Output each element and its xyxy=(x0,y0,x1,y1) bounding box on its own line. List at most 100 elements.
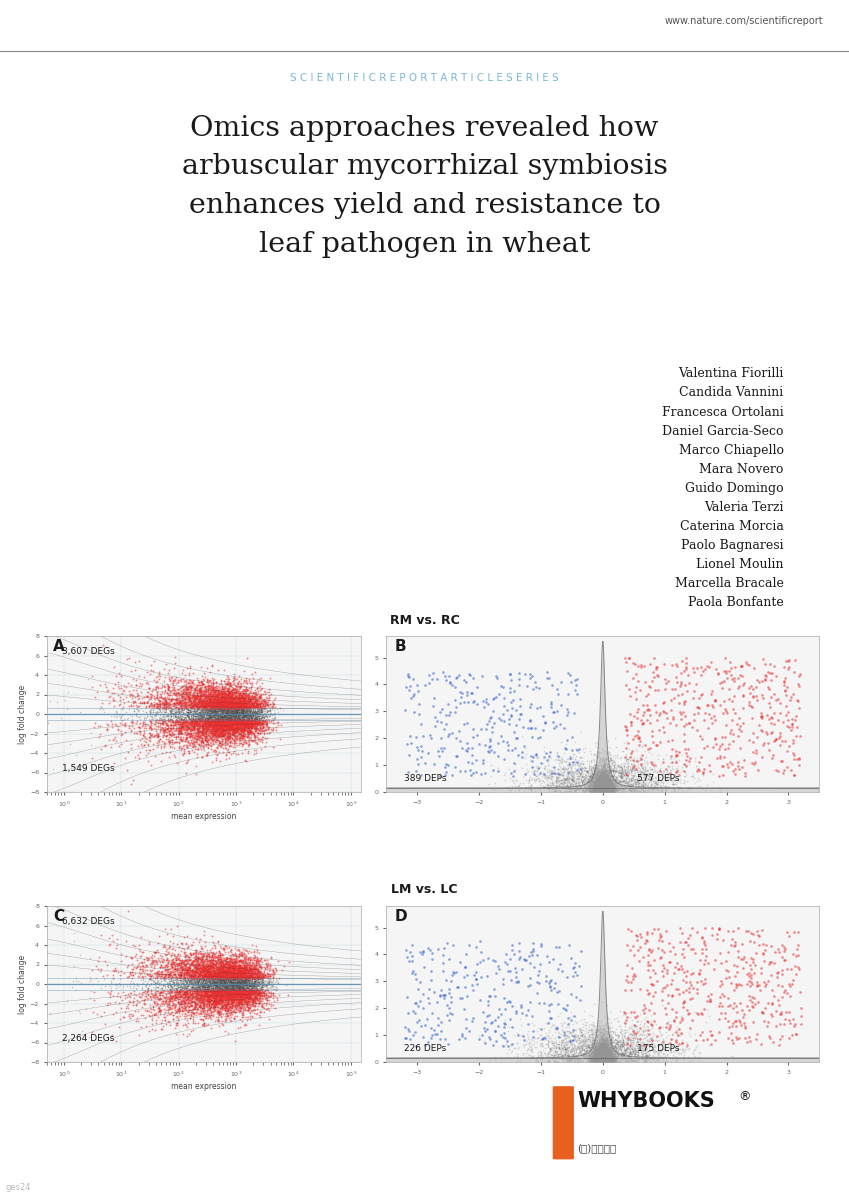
Point xyxy=(238,685,251,704)
Point xyxy=(240,986,254,1006)
Point xyxy=(183,688,196,707)
Point xyxy=(599,779,612,798)
Point xyxy=(236,979,250,998)
Point xyxy=(598,1052,611,1072)
Point xyxy=(217,982,231,1001)
Point xyxy=(139,718,153,737)
Point xyxy=(618,1043,632,1062)
Point xyxy=(188,694,202,713)
Point xyxy=(188,997,201,1016)
Point xyxy=(216,970,229,989)
Point xyxy=(193,985,206,1004)
Point xyxy=(619,1039,633,1058)
Point xyxy=(598,1045,611,1064)
Point xyxy=(595,1051,609,1070)
Point xyxy=(590,1048,604,1067)
Point xyxy=(661,756,674,775)
Point xyxy=(218,721,232,740)
Point xyxy=(588,781,602,800)
Point xyxy=(605,781,619,800)
Point xyxy=(592,1036,605,1055)
Point xyxy=(215,707,228,726)
Point xyxy=(203,724,216,743)
Point xyxy=(593,752,606,772)
Point xyxy=(594,1048,608,1067)
Point xyxy=(637,766,650,785)
Point xyxy=(587,757,600,776)
Point xyxy=(595,1048,609,1067)
Point xyxy=(577,1032,591,1051)
Point xyxy=(216,979,230,998)
Point xyxy=(598,781,611,800)
Point xyxy=(155,961,169,980)
Point xyxy=(771,991,784,1010)
Point xyxy=(599,779,612,798)
Point xyxy=(617,763,631,782)
Point xyxy=(237,953,250,972)
Point xyxy=(602,1049,616,1068)
Point xyxy=(595,1036,609,1055)
Point xyxy=(598,779,611,798)
Point xyxy=(610,778,623,797)
Point xyxy=(593,779,606,798)
Point xyxy=(638,1044,651,1063)
Point xyxy=(209,984,222,1003)
Point xyxy=(594,774,608,793)
Point xyxy=(599,781,613,800)
Point xyxy=(191,690,205,709)
Point xyxy=(193,988,206,1007)
Point xyxy=(481,991,495,1010)
Point xyxy=(593,779,606,798)
Point xyxy=(199,709,212,728)
Point xyxy=(227,710,240,730)
Point xyxy=(223,715,237,734)
Point xyxy=(226,697,239,716)
Point xyxy=(183,943,197,962)
Point xyxy=(216,701,230,720)
Point xyxy=(211,719,224,738)
Point xyxy=(591,780,604,799)
Point xyxy=(489,688,503,707)
Point xyxy=(194,1003,208,1022)
Point xyxy=(217,682,231,701)
Point xyxy=(593,781,606,800)
Point xyxy=(541,750,554,769)
Point xyxy=(563,770,576,790)
Point xyxy=(596,776,610,796)
Point xyxy=(218,972,232,991)
Point xyxy=(598,778,611,797)
Point xyxy=(591,774,604,793)
Point xyxy=(589,1051,603,1070)
Point xyxy=(226,965,239,984)
Point xyxy=(599,1045,613,1064)
Point xyxy=(168,978,182,997)
Point xyxy=(216,689,229,708)
Point xyxy=(594,781,608,800)
Point xyxy=(161,698,175,718)
Point xyxy=(597,779,610,798)
Point xyxy=(603,775,616,794)
Point xyxy=(248,959,261,978)
Point xyxy=(243,691,256,710)
Point xyxy=(593,779,606,798)
Point xyxy=(242,962,256,982)
Point xyxy=(604,1027,618,1046)
Point xyxy=(627,748,641,767)
Point xyxy=(228,722,241,742)
Point xyxy=(214,684,228,703)
Point xyxy=(43,1003,57,1022)
Point xyxy=(599,780,612,799)
Point xyxy=(250,949,264,968)
Point xyxy=(240,978,254,997)
Point xyxy=(220,694,233,713)
Point xyxy=(230,670,244,689)
Point xyxy=(189,974,203,994)
Point xyxy=(245,935,259,954)
Point xyxy=(184,709,198,728)
Point xyxy=(602,772,616,791)
Point xyxy=(586,1050,599,1069)
Point xyxy=(230,701,244,720)
Point xyxy=(220,973,233,992)
Point xyxy=(179,679,193,698)
Point xyxy=(600,1028,614,1048)
